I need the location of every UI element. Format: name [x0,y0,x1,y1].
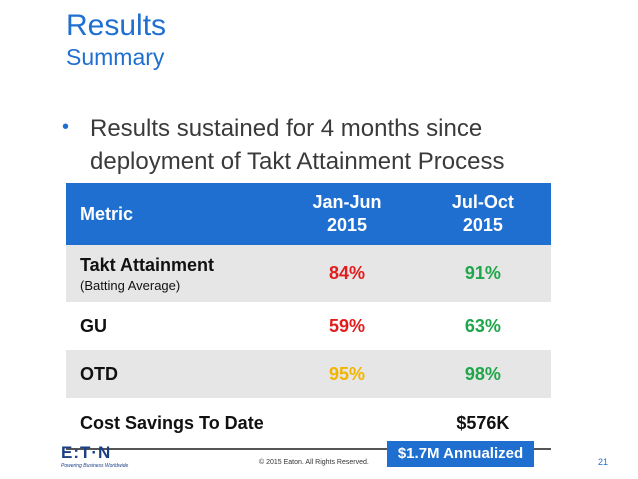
value-jan-jun: 95% [279,350,415,398]
value-jul-oct: 98% [414,350,551,398]
results-table: Metric Jan-Jun 2015 Jul-Oct 2015 Takt At… [66,183,551,450]
bullet-text: Results sustained for 4 months since dep… [90,115,505,175]
logo-wordmark: E:T·N [61,443,112,462]
page-number: 21 [598,457,609,467]
copyright-text: © 2015 Eaton. All Rights Reserved. [259,459,369,466]
header-jan-jun-2015: Jan-Jun 2015 [279,183,415,245]
table-row-otd: OTD 95% 98% [66,350,551,398]
row-label: Takt Attainment (Batting Average) [66,245,280,302]
metric-name: Cost Savings To Date [66,398,280,450]
logo-tagline: Powering Business Worldwide [61,463,129,469]
metric-sublabel: (Batting Average) [80,277,181,293]
header-metric: Metric [66,183,280,245]
bullet-marker: • [62,116,70,138]
table-row-takt-attainment: Takt Attainment (Batting Average) 84% 91… [66,245,551,302]
header-jul-oct-2015: Jul-Oct 2015 [414,183,551,245]
table-row-gu: GU 59% 63% [66,302,551,350]
value-jan-jun: 59% [279,302,415,350]
eaton-logo: E:T·N Powering Business Worldwide [61,444,141,474]
metric-name: Takt Attainment [80,254,215,275]
value-jan-jun [279,398,415,450]
table-header-row: Metric Jan-Jun 2015 Jul-Oct 2015 [66,183,551,245]
slide-subtitle: Summary [66,44,165,70]
metric-name: GU [66,302,280,350]
value-jan-jun: 84% [279,245,415,302]
value-jul-oct: 63% [414,302,551,350]
slide-title: Results [66,9,167,42]
value-jul-oct: 91% [414,245,551,302]
table-row-cost-savings: Cost Savings To Date $576K [66,398,551,450]
annualized-callout: $1.7M Annualized [387,441,534,467]
metric-name: OTD [66,350,280,398]
